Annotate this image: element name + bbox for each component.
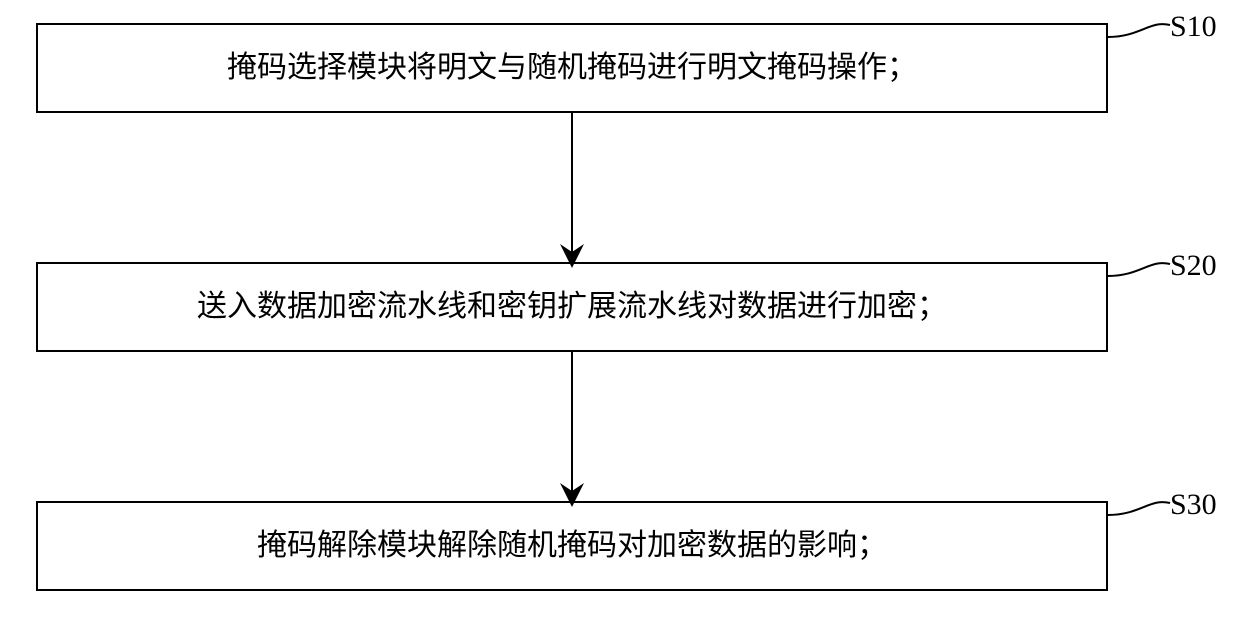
node-step-3-text: 掩码解除模块解除随机掩码对加密数据的影响； — [257, 531, 887, 561]
label-s20: S20 — [1170, 249, 1217, 283]
callout-s30 — [1108, 502, 1170, 515]
label-s10: S10 — [1170, 10, 1217, 44]
callout-s10 — [1108, 24, 1170, 37]
diagram-canvas: 掩码选择模块将明文与随机掩码进行明文掩码操作； 送入数据加密流水线和密钥扩展流水… — [0, 0, 1240, 619]
node-step-1: 掩码选择模块将明文与随机掩码进行明文掩码操作； — [36, 23, 1108, 113]
callout-s20 — [1108, 263, 1170, 276]
node-step-1-text: 掩码选择模块将明文与随机掩码进行明文掩码操作； — [227, 53, 917, 83]
node-step-2: 送入数据加密流水线和密钥扩展流水线对数据进行加密； — [36, 262, 1108, 352]
node-step-3: 掩码解除模块解除随机掩码对加密数据的影响； — [36, 501, 1108, 591]
label-s30: S30 — [1170, 488, 1217, 522]
node-step-2-text: 送入数据加密流水线和密钥扩展流水线对数据进行加密； — [197, 292, 947, 322]
